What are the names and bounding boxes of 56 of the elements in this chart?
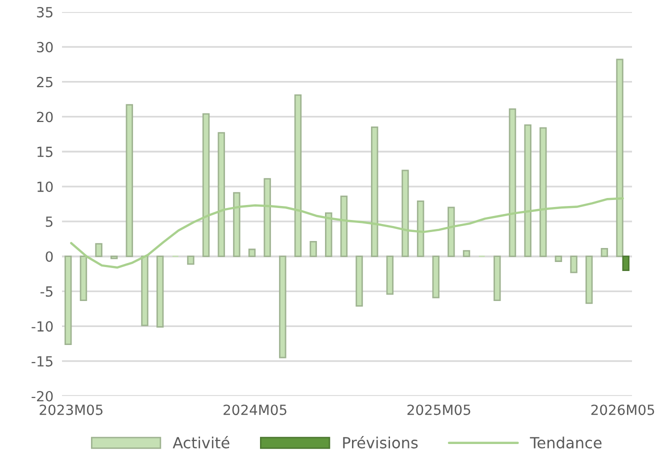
- bar: [622, 256, 630, 272]
- legend-label: Tendance: [530, 436, 602, 448]
- y-tick-label: 10: [38, 182, 53, 192]
- bar: [202, 113, 210, 258]
- bar: [540, 127, 547, 258]
- y-tick-label: -15: [32, 356, 52, 367]
- y-tick-label: 5: [46, 216, 52, 227]
- bar: [340, 196, 348, 258]
- bar: [64, 256, 72, 346]
- bar: [416, 200, 424, 258]
- x-tick-label: 2024M05: [224, 404, 286, 416]
- bar: [156, 256, 164, 328]
- y-tick-label: -10: [32, 321, 53, 332]
- y-tick-label: 15: [38, 146, 52, 158]
- bar: [448, 206, 455, 258]
- bar: [508, 108, 516, 258]
- y-tick-label: 35: [37, 6, 52, 18]
- bar: [432, 256, 440, 298]
- bar: [310, 241, 317, 258]
- bar: [600, 248, 608, 258]
- bar: [126, 104, 134, 258]
- legend-label: Activité: [172, 436, 230, 448]
- y-tick-label: 20: [37, 112, 53, 122]
- y-tick-label: 0: [46, 251, 53, 262]
- x-tick-label: 2023M05: [40, 404, 102, 416]
- y-tick-label: -5: [40, 286, 52, 297]
- x-tick-label: 2025M05: [407, 404, 470, 416]
- bar: [524, 124, 532, 258]
- bar: [554, 256, 562, 262]
- bar: [248, 248, 256, 258]
- x-tick-label: 2026M05: [591, 404, 654, 416]
- bar: [356, 256, 363, 307]
- bar: [294, 94, 302, 258]
- bar: [494, 256, 501, 302]
- bar: [616, 58, 624, 258]
- line-series: [70, 197, 624, 269]
- bar: [325, 212, 332, 258]
- bar: [233, 192, 240, 258]
- bar: [570, 256, 578, 274]
- bar: [386, 256, 394, 295]
- bar: [462, 250, 470, 258]
- y-tick-label: 25: [37, 76, 52, 88]
- legend-label: Prévisions: [343, 436, 418, 448]
- bar: [80, 256, 88, 302]
- y-tick-label: 30: [37, 42, 53, 52]
- bar: [279, 256, 286, 358]
- bar: [402, 170, 409, 258]
- bar: [370, 126, 378, 258]
- bar: [187, 256, 194, 265]
- bar: [110, 256, 118, 260]
- bar: [586, 256, 593, 304]
- bar: [141, 256, 148, 326]
- bar: [95, 243, 102, 258]
- bar: [218, 132, 225, 258]
- y-tick-label: -20: [32, 390, 53, 402]
- bar: [264, 178, 271, 258]
